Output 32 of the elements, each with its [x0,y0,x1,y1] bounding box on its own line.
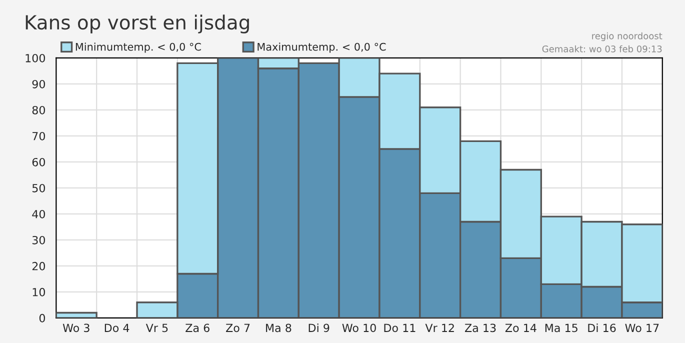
x-tick-label: Za 13 [464,324,496,332]
y-tick-label: 0 [39,314,46,322]
x-tick-label: Wo 17 [625,324,659,332]
y-tick-label: 100 [26,54,46,62]
legend-label: Maximumtemp. < 0,0 °C [258,42,386,53]
x-tick-label: Ma 15 [545,324,578,332]
y-tick-label: 50 [32,184,46,192]
x-tick-label: Vr 5 [146,324,168,332]
bar [56,312,98,318]
legend-label: Minimumtemp. < 0,0 °C [76,42,201,53]
y-tick-label: 80 [32,106,46,114]
x-tick-label: Zo 14 [505,324,536,332]
x-tick-label: Do 11 [384,324,416,332]
chart-title: Kans op vorst en ijsdag [26,14,249,34]
y-tick-label: 60 [32,158,46,166]
x-tick-label: Zo 7 [226,324,250,332]
y-tick-label: 10 [32,288,46,296]
x-tick-label: Di 9 [308,324,330,332]
y-tick-label: 90 [32,80,46,88]
x-tick-label: Ma 8 [266,324,292,332]
y-tick-label: 20 [32,262,46,270]
y-tick-label: 70 [32,132,46,140]
x-tick-label: Vr 12 [425,324,454,332]
y-tick-label: 30 [32,236,46,244]
x-tick-label: Wo 10 [342,324,376,332]
x-tick-label: Za 6 [186,324,210,332]
y-tick-label: 40 [32,210,46,218]
text: Gemaakt: wo 03 feb 09:13 [542,45,662,52]
x-tick-label: Di 16 [588,324,616,332]
x-tick-label: Wo 3 [62,324,90,332]
text: regio noordoost [592,32,662,42]
x-tick-label: Do 4 [104,324,130,332]
